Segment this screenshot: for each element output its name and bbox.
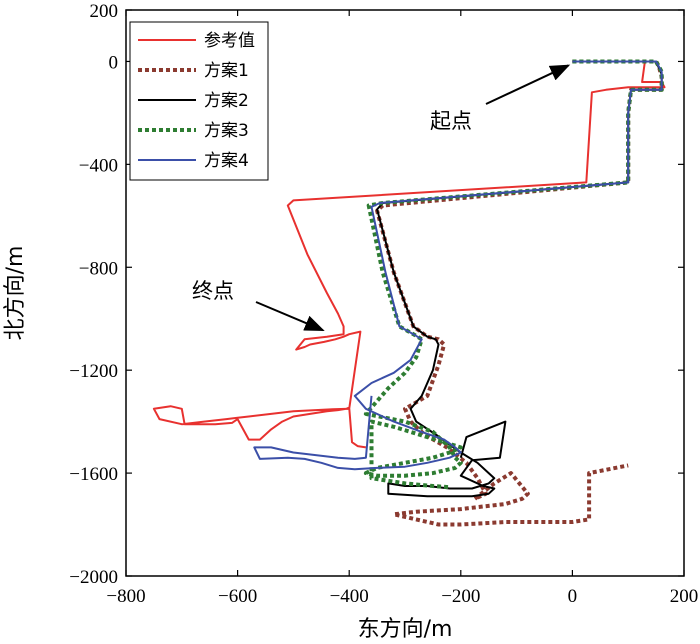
y-tick-label: −1600: [69, 464, 118, 485]
annotation-start-label: 起点: [430, 109, 472, 133]
legend-label-1: 参考值: [204, 31, 255, 51]
x-tick-label: −800: [106, 586, 145, 607]
y-tick-label: 0: [109, 52, 119, 73]
y-tick-label: −800: [79, 258, 118, 279]
legend-label-3: 方案2: [204, 91, 249, 111]
x-axis-title: 东方向/m: [358, 617, 453, 642]
ticks-layer: −800 −600 −400 −200 0 2002000−400−800−1200−16…: [69, 1, 698, 607]
y-tick-label: 200: [90, 1, 119, 22]
x-tick-label: −200: [441, 586, 480, 607]
y-tick-label: −400: [79, 155, 118, 176]
annotation-layer: 起点 终点: [192, 64, 571, 332]
legend-label-4: 方案3: [204, 121, 249, 141]
legend-label-2: 方案1: [204, 61, 249, 81]
y-tick-label: −2000: [69, 567, 118, 588]
annotation-end-label: 终点: [192, 279, 234, 303]
series-layer: [152, 59, 666, 527]
x-tick-label: −600: [218, 586, 257, 607]
y-axis-title: 北方向/m: [3, 246, 28, 341]
annotation-start-arrow: [485, 64, 571, 105]
x-tick-label: 0: [568, 586, 578, 607]
plot-frame: [125, 9, 685, 577]
x-tick-label: −400: [330, 586, 369, 607]
x-tick-label: 200: [670, 586, 699, 607]
annotation-end-arrow: [255, 301, 325, 332]
series-line-5: [253, 60, 663, 471]
y-tick-label: −1200: [69, 361, 118, 382]
series-line-1: [152, 60, 666, 449]
series-line-2: [375, 59, 664, 527]
legend-label-5: 方案4: [204, 151, 249, 171]
